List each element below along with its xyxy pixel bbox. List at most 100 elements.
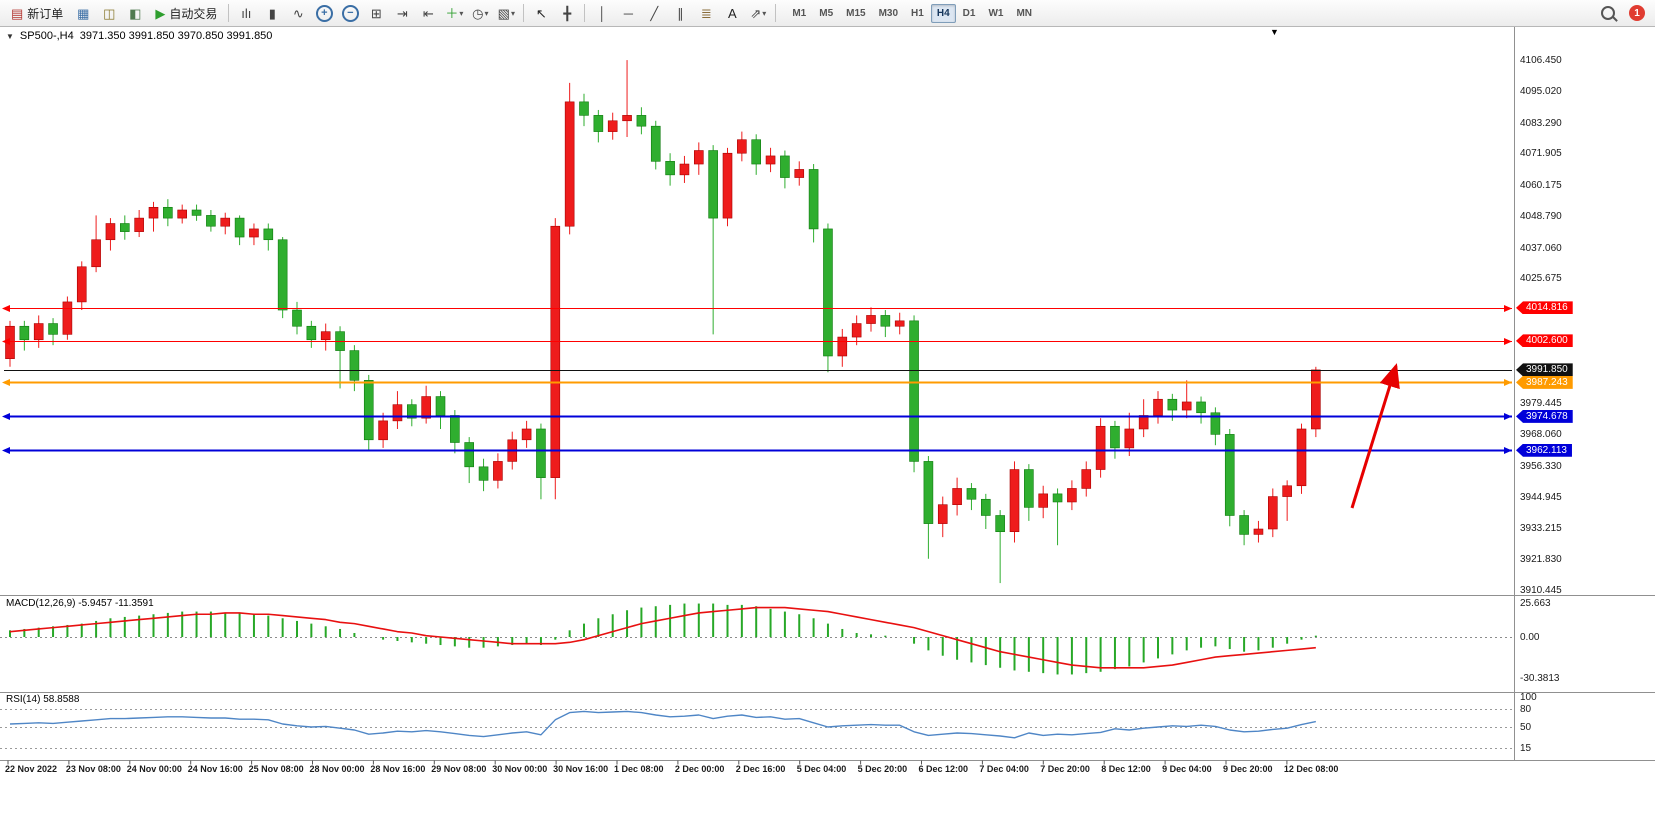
- navigator-icon-icon: ◧: [129, 5, 142, 21]
- price-axis-label: 3933.215: [1520, 523, 1562, 535]
- new-order-button[interactable]: ▤ 新订单: [4, 2, 70, 25]
- timeframe-m15-button[interactable]: M15: [846, 7, 866, 19]
- crosshair-icon-icon: ╋: [563, 5, 572, 21]
- arrows-tool-icon[interactable]: ⇗ ▾: [745, 2, 771, 25]
- auto-trading-button-label: 自动交易: [169, 6, 218, 21]
- chart-symbol-title: SP500-,H4: [19, 30, 74, 42]
- macd-label: MACD(12,26,9) -5.9457 -11.3591: [6, 598, 154, 609]
- price-level-badge: 4002.600: [1516, 334, 1573, 348]
- timeframe-h4-button[interactable]: H4: [930, 3, 956, 23]
- rsi-scale-label: 15: [1520, 743, 1532, 754]
- time-axis-label: 5 Dec 20:00: [857, 764, 908, 774]
- toolbar-separator: [523, 4, 525, 22]
- price-axis-label: 4037.060: [1520, 242, 1562, 254]
- time-axis-label: 9 Dec 04:00: [1162, 764, 1212, 774]
- vertical-line-icon[interactable]: │: [589, 2, 615, 25]
- new-chart-icon-icon: ▦: [77, 5, 90, 21]
- price-level-badge: 4014.816: [1516, 301, 1573, 315]
- notification-badge[interactable]: 1: [1629, 5, 1645, 21]
- chart-menu-icon[interactable]: ▼: [6, 31, 14, 41]
- add-indicator-icon-icon: ＋: [445, 5, 459, 21]
- profiles-icon[interactable]: ◫: [96, 2, 122, 25]
- add-indicator-icon[interactable]: ＋ ▾: [441, 2, 467, 25]
- cursor-icon[interactable]: ↖: [528, 2, 554, 25]
- toolbar-separator: [228, 4, 230, 22]
- vertical-line-icon-icon: │: [598, 5, 607, 21]
- rsi-scale-label: 80: [1520, 704, 1532, 715]
- timeframe-m1-button[interactable]: M1: [792, 7, 807, 19]
- timeframe-m30-button[interactable]: M30: [878, 7, 899, 19]
- period-menu-icon-icon: ◷: [472, 5, 484, 21]
- toolbar-right: 1: [1595, 2, 1645, 25]
- chart-ohlc: 3971.350 3991.850 3970.850 3991.850: [79, 30, 273, 42]
- price-axis-label: 3910.445: [1520, 584, 1562, 596]
- timeframe-w1-button[interactable]: W1: [988, 7, 1004, 19]
- period-menu-icon[interactable]: ◷ ▾: [467, 2, 493, 25]
- macd-scale-label: 0.00: [1520, 632, 1540, 643]
- rsi-label: RSI(14) 58.8588: [6, 694, 80, 705]
- price-axis-label: 4071.905: [1520, 148, 1562, 160]
- equidistant-channel-icon[interactable]: ∥: [667, 2, 693, 25]
- horizontal-line-icon[interactable]: ─: [615, 2, 641, 25]
- zoom-in-button[interactable]: +: [311, 2, 337, 25]
- template-menu-icon[interactable]: ▧ ▾: [493, 2, 519, 25]
- time-axis-label: 1 Dec 08:00: [614, 764, 664, 774]
- price-axis-label: 4083.290: [1520, 117, 1562, 129]
- timeframe-m5-button[interactable]: M5: [819, 7, 834, 19]
- price-axis-label: 4060.175: [1520, 180, 1562, 192]
- price-axis-label: 3968.060: [1520, 429, 1562, 441]
- profiles-icon-icon: ◫: [103, 5, 116, 21]
- chart-shift-marker-icon[interactable]: ▼: [1270, 27, 1279, 37]
- time-axis-label: 30 Nov 00:00: [492, 764, 548, 774]
- time-axis-label: 9 Dec 20:00: [1223, 764, 1273, 774]
- time-axis-label: 2 Dec 16:00: [735, 764, 786, 774]
- auto-scroll-icon[interactable]: ⇥: [389, 2, 415, 25]
- time-ticks-group: [7, 760, 1288, 765]
- rsi-scale-label: 100: [1520, 692, 1537, 703]
- line-chart-mode-icon[interactable]: ∿: [285, 2, 311, 25]
- time-axis-label: 5 Dec 04:00: [796, 764, 847, 774]
- price-axis-label: 3944.945: [1520, 491, 1562, 503]
- price-axis-label: 3956.330: [1520, 460, 1562, 472]
- line-chart-mode-icon-icon: ∿: [292, 5, 304, 21]
- time-axis-label: 23 Nov 08:00: [65, 764, 121, 774]
- price-level-badge: 3991.850: [1516, 363, 1573, 377]
- main-toolbar: ▤ 新订单 ▦ ◫ ◧ ▶ 自动交易 ılı ▮ ∿ + − ⊞ ⇥ ⇤ ＋ ▾ ◷ ▾ ▧ ▾ ↖ ╋ │ ─ ╱ ∥ ≣ A ⇗ ▾ M…: [0, 0, 1655, 27]
- timeframe-toolbar: M1 M5 M15 M30 H1 H4 D1 W1 MN: [786, 3, 1038, 23]
- zoom-out-button[interactable]: −: [337, 2, 363, 25]
- chart-shift-icon[interactable]: ⇤: [415, 2, 441, 25]
- dropdown-caret-icon: ▾: [510, 8, 515, 18]
- chart-header: ▼ SP500-,H4 3971.350 3991.850 3970.850 3…: [6, 30, 272, 42]
- timeframe-h1-button[interactable]: H1: [911, 7, 924, 19]
- trendline-icon[interactable]: ╱: [641, 2, 667, 25]
- price-axis-label: 4106.450: [1520, 55, 1562, 67]
- time-axis-label: 2 Dec 00:00: [674, 764, 725, 774]
- bar-chart-mode-icon[interactable]: ılı: [233, 2, 259, 25]
- time-axis-label: 8 Dec 12:00: [1101, 764, 1151, 774]
- rsi-scale-label: 50: [1520, 722, 1532, 733]
- time-axis-label: 12 Dec 08:00: [1283, 764, 1339, 774]
- price-level-badge: 3962.113: [1516, 443, 1572, 457]
- crosshair-icon[interactable]: ╋: [554, 2, 580, 25]
- new-order-button-label: 新订单: [27, 6, 64, 21]
- trend-arrow-annotation: [1350, 363, 1400, 509]
- text-tool-icon[interactable]: A: [719, 2, 745, 25]
- toolbar-separator: [775, 4, 777, 22]
- level-lines-group: [2, 305, 1512, 454]
- price-axis-label: 3979.445: [1520, 398, 1562, 410]
- new-chart-icon[interactable]: ▦: [70, 2, 96, 25]
- timeframe-d1-button[interactable]: D1: [962, 7, 976, 19]
- search-button[interactable]: [1595, 2, 1621, 25]
- horizontal-line-icon-icon: ─: [623, 5, 633, 21]
- tile-windows-icon[interactable]: ⊞: [363, 2, 389, 25]
- navigator-icon[interactable]: ◧: [122, 2, 148, 25]
- chart-shift-icon-icon: ⇤: [422, 5, 434, 21]
- template-menu-icon-icon: ▧: [497, 5, 510, 21]
- candlestick-mode-icon[interactable]: ▮: [259, 2, 285, 25]
- price-level-badge: 3987.243: [1516, 375, 1573, 389]
- fibonacci-icon[interactable]: ≣: [693, 2, 719, 25]
- timeframe-mn-button[interactable]: MN: [1016, 7, 1032, 19]
- auto-trading-button[interactable]: ▶ 自动交易: [148, 2, 224, 25]
